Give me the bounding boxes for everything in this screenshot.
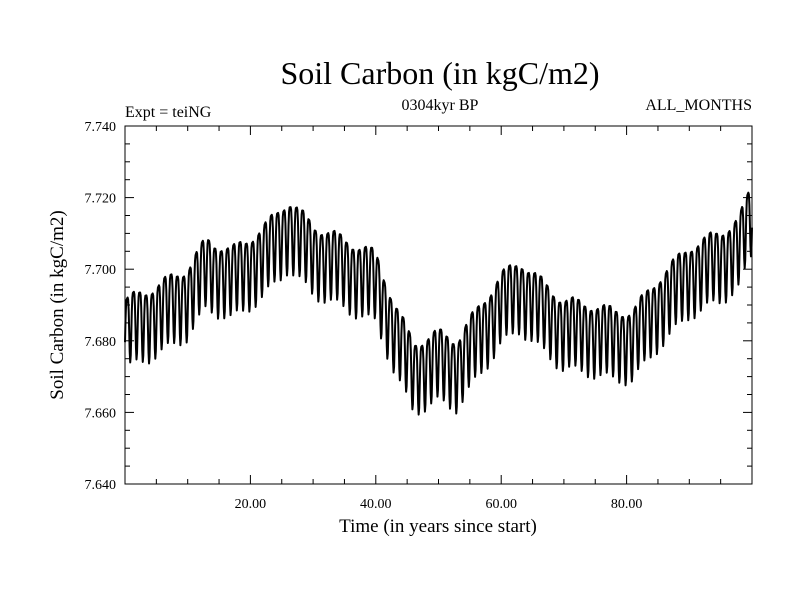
x-tick-label: 60.00 [485, 497, 517, 512]
experiment-label: Expt = teiNG [125, 104, 212, 121]
y-tick-label: 7.660 [85, 406, 117, 421]
y-tick-label: 7.640 [85, 478, 117, 493]
chart-title: Soil Carbon (in kgC/m2) [280, 55, 599, 91]
y-tick-label: 7.740 [85, 120, 117, 135]
plot-frame [124, 125, 753, 485]
x-tick-labels: 20.00 40.00 60.00 80.00 [235, 497, 643, 512]
series-line [124, 191, 753, 416]
y-tick-labels: 7.640 7.660 7.680 7.700 7.720 7.740 [85, 120, 117, 493]
axis-ticks [125, 125, 752, 485]
period-label: 0304kyr BP [402, 97, 479, 114]
months-label: ALL_MONTHS [645, 97, 752, 114]
y-axis-label: Soil Carbon (in kgC/m2) [47, 210, 68, 399]
x-tick-label: 20.00 [235, 497, 267, 512]
y-tick-label: 7.680 [85, 335, 117, 350]
x-axis-label: Time (in years since start) [339, 516, 537, 537]
y-tick-label: 7.700 [85, 263, 117, 278]
y-tick-label: 7.720 [85, 192, 117, 207]
x-tick-label: 80.00 [611, 497, 643, 512]
x-tick-label: 40.00 [360, 497, 392, 512]
